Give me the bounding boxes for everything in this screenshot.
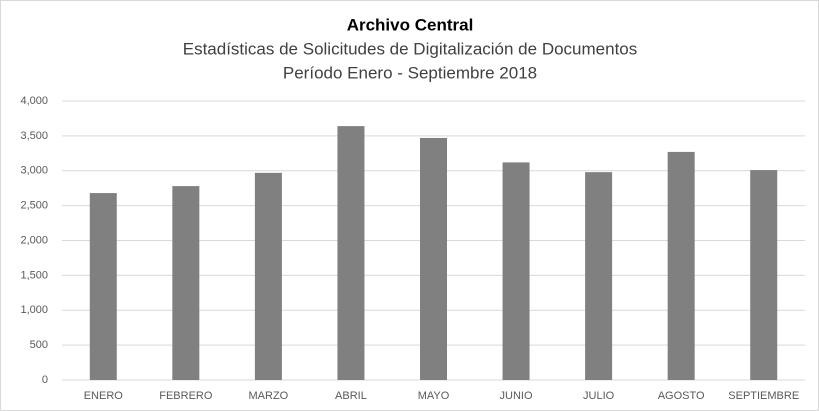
bar — [585, 172, 613, 380]
chart-subtitle: Estadísticas de Solicitudes de Digitaliz… — [183, 39, 638, 58]
x-tick-label: ENERO — [84, 390, 124, 402]
x-tick-label: SEPTIEMBRE — [728, 390, 799, 402]
x-tick-label: JULIO — [583, 390, 615, 402]
bar — [667, 151, 695, 380]
y-tick-label: 3,000 — [20, 165, 48, 177]
bar — [254, 172, 282, 380]
y-tick-label: 2,500 — [20, 200, 48, 212]
bar — [420, 137, 447, 380]
chart-subtitle: Período Enero - Septiembre 2018 — [283, 63, 537, 82]
x-tick-label: ABRIL — [335, 390, 367, 402]
bar — [89, 193, 117, 380]
x-tick-label: FEBRERO — [159, 390, 213, 402]
bar — [502, 162, 530, 380]
bar — [750, 170, 778, 380]
y-tick-label: 0 — [42, 374, 48, 386]
bar — [337, 126, 365, 380]
x-tick-label: MARZO — [249, 390, 289, 402]
y-tick-label: 4,000 — [20, 95, 48, 107]
y-tick-label: 2,000 — [20, 234, 48, 246]
x-tick-label: MAYO — [418, 390, 450, 402]
y-tick-label: 500 — [30, 339, 48, 351]
x-tick-label: JUNIO — [500, 390, 533, 402]
y-tick-label: 1,500 — [20, 269, 48, 281]
x-tick-label: AGOSTO — [658, 390, 705, 402]
y-tick-label: 3,500 — [20, 130, 48, 142]
y-tick-label: 1,000 — [20, 304, 48, 316]
chart-title: Archivo Central — [347, 15, 474, 34]
bar — [172, 186, 200, 380]
